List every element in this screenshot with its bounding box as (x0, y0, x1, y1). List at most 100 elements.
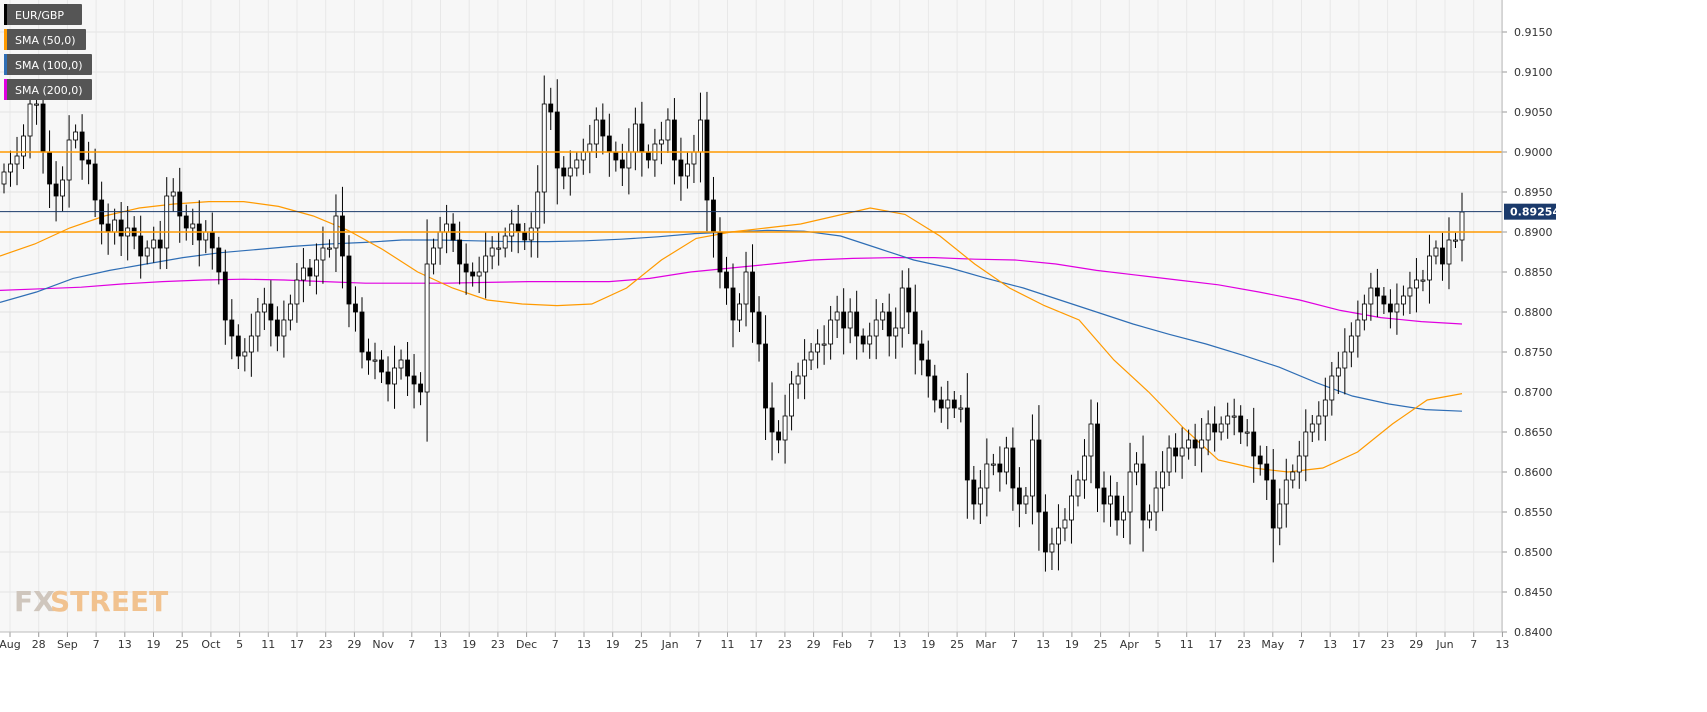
x-tick-label: 23 (319, 638, 333, 651)
x-tick-label: 25 (634, 638, 648, 651)
candle (118, 202, 124, 256)
candle-body (815, 343, 821, 353)
price-tag: 0.89254 (1504, 203, 1560, 220)
y-tick-label: 0.8700 (1514, 386, 1553, 399)
candle (1075, 470, 1081, 507)
x-tick-label: 29 (1409, 638, 1423, 651)
candle (8, 150, 13, 187)
candle (750, 244, 755, 343)
price-tag-label: 0.89254 (1510, 206, 1560, 219)
candle-body (274, 319, 280, 337)
candle (593, 107, 599, 158)
x-tick-label: 13 (893, 638, 907, 651)
candle-body (1010, 447, 1016, 489)
candle (314, 243, 319, 295)
candle-body (1459, 211, 1465, 241)
candle-body (1029, 439, 1035, 497)
candle-body (157, 239, 163, 249)
candle (1296, 440, 1302, 489)
candle-body (1140, 463, 1146, 521)
candle-body (619, 159, 625, 169)
candle (1179, 427, 1185, 479)
candle-body (1062, 519, 1068, 529)
candle-body (222, 271, 228, 321)
candle (834, 295, 840, 338)
x-tick-label: 11 (1180, 638, 1194, 651)
candle-body (606, 135, 612, 153)
candle-body (711, 199, 716, 233)
candle (958, 395, 964, 423)
candle (574, 152, 580, 177)
x-tick-label: 19 (606, 638, 620, 651)
candle-body (886, 311, 892, 337)
x-tick-label: 5 (236, 638, 243, 651)
x-tick-label: Apr (1120, 638, 1140, 651)
candle (1147, 504, 1152, 529)
candle (925, 340, 931, 398)
candle-body (73, 131, 79, 141)
legend-item-swatch (4, 29, 7, 50)
candle (1114, 481, 1120, 536)
watermark-street: STREET (50, 585, 168, 618)
candle (899, 270, 905, 348)
candle-body (899, 287, 905, 329)
candle (346, 235, 352, 328)
candle (1010, 427, 1016, 511)
candle (1069, 474, 1074, 544)
candle (1387, 289, 1393, 329)
candle-body (971, 479, 977, 505)
candle-body (1075, 479, 1081, 497)
candle (1095, 402, 1100, 512)
candle-body (1049, 543, 1055, 553)
candle-body (717, 231, 723, 273)
candle-body (1374, 287, 1380, 297)
candle (1225, 402, 1231, 439)
candle-body (541, 103, 547, 193)
candle (1355, 300, 1361, 358)
candle-body (1043, 511, 1048, 553)
candle (274, 306, 280, 352)
candle (235, 324, 241, 369)
candle-body (164, 195, 170, 249)
candle-body (1427, 255, 1432, 281)
candle-body (977, 487, 983, 505)
candle-body (1329, 375, 1335, 401)
candle (463, 243, 469, 295)
candle (287, 294, 293, 331)
candle (294, 263, 300, 323)
candle-body (489, 247, 495, 257)
candle-body (919, 343, 925, 361)
candle-body (53, 183, 59, 197)
candle (281, 300, 287, 358)
x-tick-label: 5 (1155, 638, 1162, 651)
candle (964, 373, 970, 519)
candle (1394, 283, 1400, 335)
candle-body (1420, 279, 1426, 282)
candle-body (177, 191, 183, 217)
candle-body (1368, 287, 1374, 305)
candle-body (138, 235, 144, 257)
candle-body (437, 231, 443, 249)
candle (815, 329, 821, 369)
candle-body (27, 103, 33, 137)
candle-body (1147, 511, 1152, 521)
candle-body (1225, 415, 1231, 425)
candle (1186, 429, 1192, 460)
candle-body (392, 367, 397, 385)
x-tick-label: 7 (93, 638, 100, 651)
candle-body (476, 271, 482, 277)
candle-body (730, 287, 736, 321)
candle-body (1036, 439, 1042, 513)
candle-body (411, 375, 417, 385)
candle (1244, 419, 1250, 447)
candle-body (1003, 447, 1009, 473)
x-tick-label: 11 (261, 638, 275, 651)
x-tick-label: 17 (290, 638, 304, 651)
price-tag-box (1504, 203, 1556, 220)
x-tick-label: 7 (1298, 638, 1305, 651)
candle-body (1186, 439, 1192, 449)
candle-body (320, 247, 326, 261)
candle (300, 248, 306, 303)
candle-body (79, 131, 85, 161)
candle-body (1257, 455, 1263, 465)
